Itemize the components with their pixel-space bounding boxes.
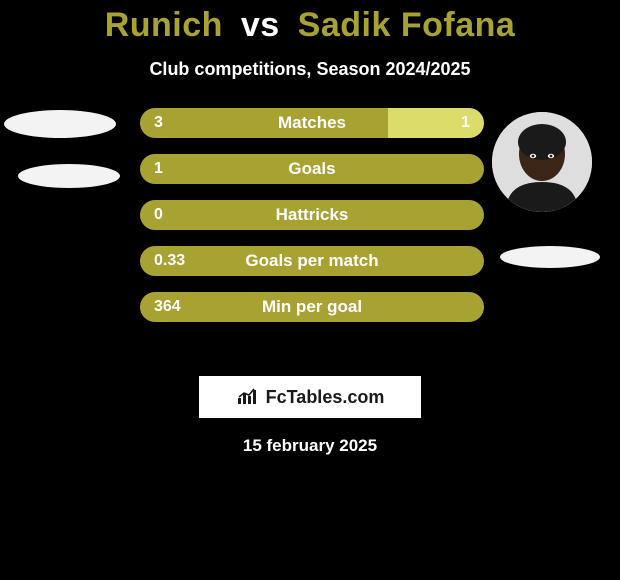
bar-chart-icon [236,388,260,406]
page-title: Runich vs Sadik Fofana [0,0,620,45]
stat-label: Hattricks [140,200,484,230]
stat-row: 0.33Goals per match [140,246,484,276]
comparison-card: Runich vs Sadik Fofana Club competitions… [0,0,620,580]
date-text: 15 february 2025 [0,436,620,456]
stat-row: 0Hattricks [140,200,484,230]
stat-label: Goals [140,154,484,184]
comparison-bars: 31Matches 1Goals 0Hattricks 0.33Goals per m… [140,108,484,338]
stat-label: Goals per match [140,246,484,276]
stat-row: 31Matches [140,108,484,138]
title-player2: Sadik Fofana [298,6,516,44]
stat-label: Min per goal [140,292,484,322]
avatar-player2 [492,112,592,212]
branding-box: FcTables.com [199,376,421,418]
title-player1: Runich [105,6,223,44]
subtitle: Club competitions, Season 2024/2025 [0,59,620,80]
title-vs: vs [241,6,280,44]
comparison-body: 31Matches 1Goals 0Hattricks 0.33Goals per m… [0,108,620,358]
decorative-ellipse [18,164,120,188]
avatar-placeholder-icon [492,112,592,212]
branding-text: FcTables.com [266,387,385,408]
stat-row: 364Min per goal [140,292,484,322]
decorative-ellipse [4,110,116,138]
stat-row: 1Goals [140,154,484,184]
decorative-ellipse [500,246,600,268]
stat-label: Matches [140,108,484,138]
